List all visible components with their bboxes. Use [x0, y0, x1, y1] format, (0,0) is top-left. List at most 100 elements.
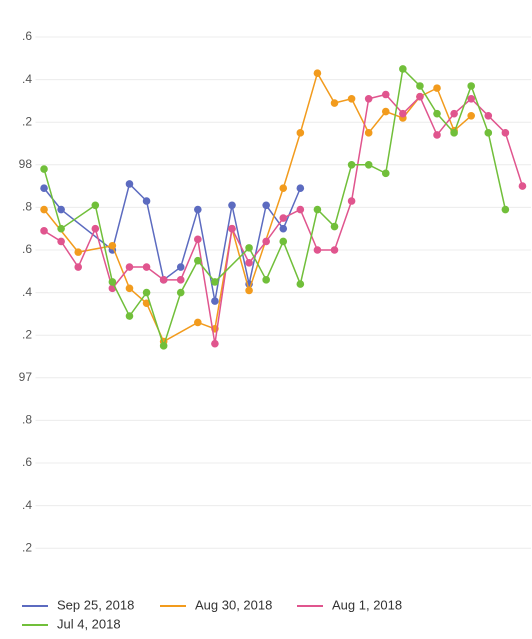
data-point	[416, 92, 424, 101]
data-point	[330, 222, 339, 231]
data-point	[245, 258, 253, 267]
data-point	[40, 165, 48, 173]
data-point	[364, 129, 373, 137]
data-point	[313, 205, 322, 214]
data-point	[313, 246, 322, 254]
data-point	[194, 318, 202, 327]
data-point	[142, 288, 151, 297]
data-point	[245, 244, 253, 252]
series-line	[43, 71, 472, 343]
data-point	[279, 214, 288, 222]
data-point	[228, 201, 236, 210]
data-point	[364, 161, 373, 169]
data-point	[108, 241, 117, 250]
data-point	[91, 224, 100, 233]
data-point	[74, 263, 83, 271]
data-point	[228, 224, 236, 233]
y-tick-label: 98	[19, 157, 33, 171]
y-tick-label: .4	[22, 72, 32, 86]
data-point	[484, 129, 493, 137]
data-point	[484, 112, 493, 120]
data-point	[74, 248, 83, 256]
y-tick-label: .2	[22, 327, 32, 341]
legend-label: Jul 4, 2018	[57, 616, 121, 631]
data-point	[467, 82, 475, 90]
data-point	[296, 280, 305, 288]
data-point	[433, 131, 441, 139]
data-point	[57, 205, 65, 214]
data-point	[262, 276, 270, 284]
data-point	[57, 224, 65, 233]
data-point	[518, 182, 527, 190]
data-point	[57, 237, 65, 246]
data-point	[347, 161, 356, 169]
data-point	[125, 180, 134, 188]
data-point	[142, 299, 151, 308]
data-point	[279, 224, 288, 233]
y-tick-label: .4	[22, 285, 32, 299]
data-point	[330, 246, 339, 254]
data-point	[194, 235, 202, 244]
data-point	[142, 197, 151, 205]
data-point	[262, 237, 270, 246]
series-line	[43, 182, 302, 302]
y-tick-label: .6	[22, 455, 32, 469]
data-point	[125, 263, 134, 271]
y-tick-label: .6	[22, 29, 32, 43]
data-point	[176, 263, 185, 271]
data-point	[433, 109, 441, 118]
data-point	[125, 312, 134, 320]
data-point	[40, 227, 48, 235]
y-tick-label: .8	[22, 200, 32, 214]
data-point	[194, 205, 202, 214]
y-tick-label: .2	[22, 114, 32, 128]
data-point	[364, 94, 373, 103]
data-point	[279, 184, 288, 193]
data-point	[399, 65, 407, 73]
data-point	[296, 129, 305, 137]
data-point	[279, 237, 288, 246]
data-point	[159, 342, 168, 350]
data-point	[347, 94, 356, 103]
data-point	[194, 256, 202, 265]
data-point	[40, 205, 48, 214]
data-point	[381, 90, 390, 99]
data-point	[399, 109, 407, 118]
data-point	[467, 94, 475, 103]
legend-label: Sep 25, 2018	[57, 597, 134, 612]
data-point	[381, 169, 390, 178]
data-point	[176, 276, 185, 284]
y-tick-label: .4	[22, 498, 32, 512]
data-point	[245, 286, 253, 295]
data-point	[211, 278, 219, 286]
y-tick-label: .8	[22, 413, 32, 427]
data-point	[347, 197, 356, 205]
legend-label: Aug 1, 2018	[332, 597, 402, 612]
series-line	[43, 67, 507, 349]
data-point	[501, 129, 510, 137]
data-point	[296, 205, 305, 214]
y-tick-label: .6	[22, 242, 32, 256]
data-point	[211, 339, 219, 348]
y-tick-label: 97	[19, 370, 33, 384]
data-point	[176, 288, 185, 297]
data-point	[91, 201, 100, 210]
data-point	[313, 69, 322, 78]
data-point	[433, 84, 441, 92]
legend-label: Aug 30, 2018	[195, 597, 272, 612]
data-point	[142, 263, 151, 271]
data-point	[450, 129, 458, 137]
data-point	[211, 297, 219, 305]
data-point	[467, 112, 475, 120]
data-point	[296, 184, 305, 193]
data-point	[416, 82, 424, 90]
data-point	[125, 284, 134, 293]
data-point	[262, 201, 270, 210]
data-point	[501, 205, 510, 214]
data-point	[40, 184, 48, 193]
y-tick-label: .2	[22, 540, 32, 554]
data-point	[450, 109, 458, 118]
data-point	[330, 99, 339, 107]
